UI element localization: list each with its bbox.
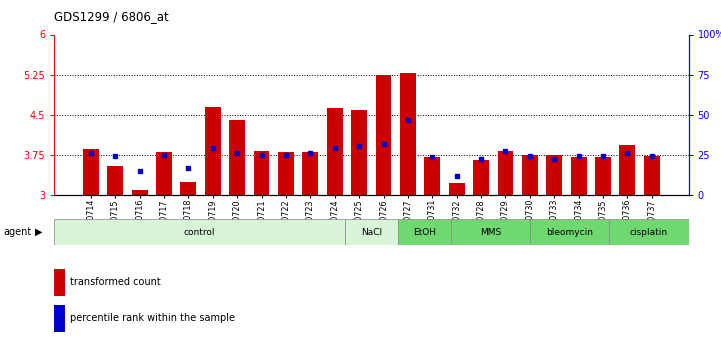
Bar: [522, 155, 538, 195]
Bar: [571, 157, 587, 195]
Bar: [530, 219, 609, 245]
Bar: [497, 151, 513, 195]
Bar: [619, 145, 635, 195]
Text: agent: agent: [4, 227, 32, 237]
Bar: [205, 107, 221, 195]
Bar: [451, 219, 530, 245]
Bar: [327, 108, 342, 195]
Bar: [547, 155, 562, 195]
Bar: [448, 183, 464, 195]
Bar: [83, 149, 99, 195]
Text: percentile rank within the sample: percentile rank within the sample: [70, 313, 235, 323]
Bar: [609, 219, 689, 245]
Bar: [229, 120, 245, 195]
Text: NaCl: NaCl: [360, 227, 382, 237]
Bar: [473, 160, 489, 195]
Bar: [278, 152, 294, 195]
Bar: [302, 152, 318, 195]
Text: bleomycin: bleomycin: [546, 227, 593, 237]
Bar: [595, 157, 611, 195]
Bar: [107, 166, 123, 195]
Bar: [156, 152, 172, 195]
Text: GDS1299 / 6806_at: GDS1299 / 6806_at: [54, 10, 169, 23]
Text: control: control: [184, 227, 216, 237]
Text: transformed count: transformed count: [70, 277, 161, 287]
Bar: [351, 110, 367, 195]
Bar: [425, 157, 441, 195]
Text: EtOH: EtOH: [412, 227, 435, 237]
Bar: [180, 181, 196, 195]
Bar: [54, 269, 66, 296]
Bar: [398, 219, 451, 245]
Bar: [400, 73, 416, 195]
Bar: [54, 219, 345, 245]
Bar: [644, 156, 660, 195]
Bar: [345, 219, 398, 245]
Text: cisplatin: cisplatin: [630, 227, 668, 237]
Text: MMS: MMS: [479, 227, 501, 237]
Bar: [254, 151, 270, 195]
Text: ▶: ▶: [35, 227, 42, 237]
Bar: [132, 190, 148, 195]
Bar: [376, 75, 392, 195]
Bar: [54, 305, 66, 332]
